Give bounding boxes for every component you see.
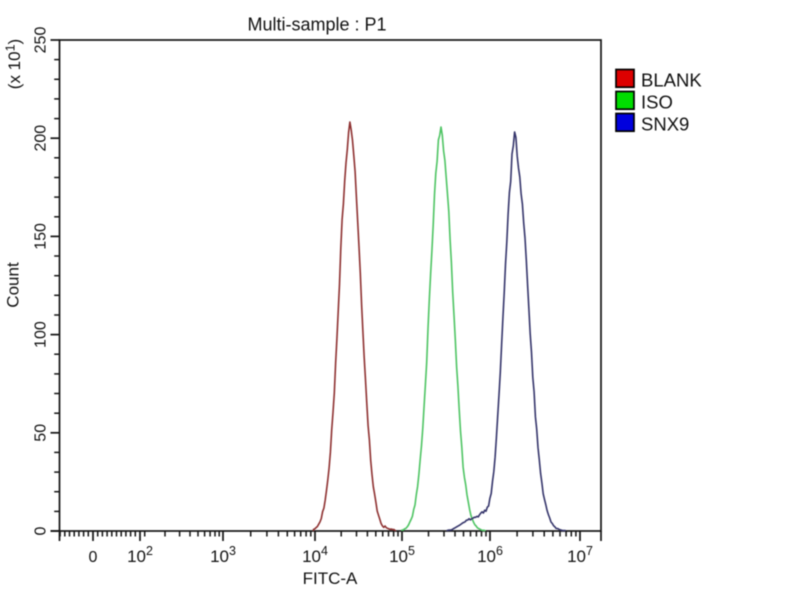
svg-text:0: 0 (33, 526, 50, 535)
svg-text:Multi-sample : P1: Multi-sample : P1 (247, 15, 386, 35)
svg-text:250: 250 (33, 27, 50, 54)
svg-text:Count: Count (4, 262, 23, 308)
svg-text:BLANK: BLANK (641, 70, 702, 91)
svg-text:ISO: ISO (641, 92, 673, 113)
svg-text:0: 0 (89, 549, 98, 566)
svg-text:FITC-A: FITC-A (303, 569, 358, 588)
svg-text:50: 50 (33, 424, 50, 442)
svg-text:200: 200 (33, 125, 50, 152)
svg-text:SNX9: SNX9 (641, 114, 689, 135)
svg-text:150: 150 (33, 223, 50, 250)
svg-text:100: 100 (33, 321, 50, 348)
